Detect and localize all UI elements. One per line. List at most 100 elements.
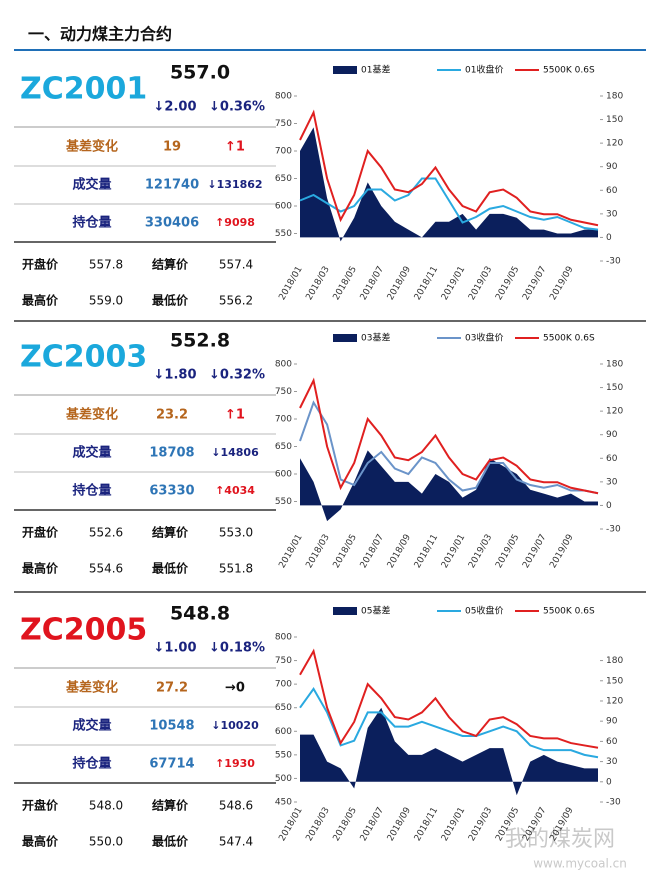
stat-label: 结算价 <box>152 257 189 272</box>
y2-tick-label: 180 <box>606 656 623 666</box>
stat-label: 最低价 <box>152 293 189 308</box>
y2-tick-label: 90 <box>606 717 618 727</box>
x-tick-label: 2018/07 <box>359 265 386 302</box>
x-tick-label: 2018/09 <box>386 533 413 571</box>
x-tick-label: 2019/07 <box>521 265 548 302</box>
row-label: 持仓量 <box>72 215 111 231</box>
y2-tick-label: 0 <box>606 501 612 511</box>
stat-label: 最高价 <box>22 561 59 576</box>
row-value: 19 <box>163 140 181 155</box>
price-line <box>299 377 599 495</box>
y2-tick-label: 120 <box>606 139 623 149</box>
row-change: ↑1 <box>225 140 245 155</box>
y2-tick-label: 150 <box>606 115 623 125</box>
price-line <box>299 400 599 495</box>
y2-tick-label: 30 <box>606 757 618 767</box>
watermark: 我的煤炭网 <box>505 827 615 852</box>
y-tick-label: 700 <box>275 680 292 690</box>
legend-swatch <box>333 66 357 74</box>
y-tick-label: 750 <box>275 119 292 129</box>
stat-label: 结算价 <box>152 525 189 540</box>
legend-label: 5500K 0.6S <box>543 66 595 76</box>
x-tick-label: 2019/01 <box>440 533 467 570</box>
stat-value: 559.0 <box>89 294 123 308</box>
y-tick-label: 550 <box>275 497 292 507</box>
y2-tick-label: 60 <box>606 186 618 196</box>
y2-tick-label: -30 <box>606 257 621 267</box>
row-value: 121740 <box>145 178 199 193</box>
price: 552.8 <box>170 330 230 352</box>
y2-tick-label: 150 <box>606 676 623 686</box>
y2-tick-label: 90 <box>606 430 618 440</box>
x-tick-label: 2019/07 <box>521 533 548 570</box>
stat-value: 554.6 <box>89 562 123 576</box>
y-tick-label: 700 <box>275 147 292 157</box>
row-label: 基差变化 <box>65 139 118 155</box>
legend-label: 01收盘价 <box>465 64 503 76</box>
x-tick-label: 2018/03 <box>304 533 331 570</box>
row-value: 10548 <box>149 719 194 734</box>
y-tick-label: 750 <box>275 387 292 397</box>
row-value: 23.2 <box>156 408 188 423</box>
price: 548.8 <box>170 603 230 625</box>
y-tick-label: 800 <box>275 92 292 102</box>
y-tick-label: 650 <box>275 703 292 713</box>
x-tick-label: 2018/11 <box>413 806 440 843</box>
x-tick-label: 2019/03 <box>467 265 494 302</box>
contract-code: ZC2003 <box>20 340 147 375</box>
y-tick-label: 600 <box>275 727 292 737</box>
x-tick-label: 2018/05 <box>332 265 359 302</box>
x-tick-label: 2019/03 <box>467 806 494 843</box>
row-value: 63330 <box>149 484 194 499</box>
change: ↓2.00 <box>154 100 197 115</box>
y2-tick-label: 60 <box>606 454 618 464</box>
stat-label: 开盘价 <box>22 257 59 272</box>
stat-value: 557.4 <box>219 258 253 272</box>
x-tick-label: 2019/01 <box>440 265 467 302</box>
legend-label: 01基差 <box>361 64 390 76</box>
legend-swatch <box>333 607 357 615</box>
page-title: 一、动力煤主力合约 <box>28 25 172 44</box>
x-tick-label: 2018/09 <box>386 265 413 303</box>
row-value: 18708 <box>149 446 194 461</box>
legend-label: 5500K 0.6S <box>543 607 595 617</box>
legend-label: 05收盘价 <box>465 605 503 617</box>
x-tick-label: 2018/03 <box>304 265 331 302</box>
stat-label: 开盘价 <box>22 525 59 540</box>
y-tick-label: 450 <box>275 798 292 808</box>
row-change: ↓14806 <box>211 446 259 459</box>
change-pct: ↓0.18% <box>209 641 265 656</box>
y2-tick-label: 90 <box>606 162 618 172</box>
y2-tick-label: 180 <box>606 92 623 102</box>
x-tick-label: 2018/03 <box>304 806 331 843</box>
y-tick-label: 550 <box>275 229 292 239</box>
x-tick-label: 2018/11 <box>413 533 440 570</box>
x-tick-label: 2019/05 <box>494 533 521 570</box>
y-tick-label: 700 <box>275 415 292 425</box>
x-tick-label: 2019/01 <box>440 806 467 843</box>
x-tick-label: 2018/01 <box>277 533 304 570</box>
legend-label: 5500K 0.6S <box>543 334 595 344</box>
stat-label: 开盘价 <box>22 798 59 813</box>
stat-label: 最高价 <box>22 293 59 308</box>
row-label: 基差变化 <box>65 407 118 423</box>
stat-value: 552.6 <box>89 526 123 540</box>
price: 557.0 <box>170 62 230 84</box>
x-tick-label: 2018/09 <box>386 806 413 844</box>
x-tick-label: 2018/01 <box>277 265 304 302</box>
x-tick-label: 2018/07 <box>359 806 386 843</box>
y2-tick-label: -30 <box>606 525 621 535</box>
y2-tick-label: 60 <box>606 737 618 747</box>
price-line <box>299 109 599 227</box>
row-label: 持仓量 <box>72 483 111 499</box>
x-tick-label: 2019/09 <box>548 533 575 571</box>
legend-label: 03收盘价 <box>465 332 503 344</box>
y2-tick-label: 120 <box>606 696 623 706</box>
y2-tick-label: 0 <box>606 233 612 243</box>
x-tick-label: 2018/05 <box>332 533 359 570</box>
y-tick-label: 650 <box>275 442 292 452</box>
row-change: ↓131862 <box>207 178 262 191</box>
y2-tick-label: 0 <box>606 777 612 787</box>
x-tick-label: 2019/09 <box>548 265 575 303</box>
y-tick-label: 800 <box>275 360 292 370</box>
